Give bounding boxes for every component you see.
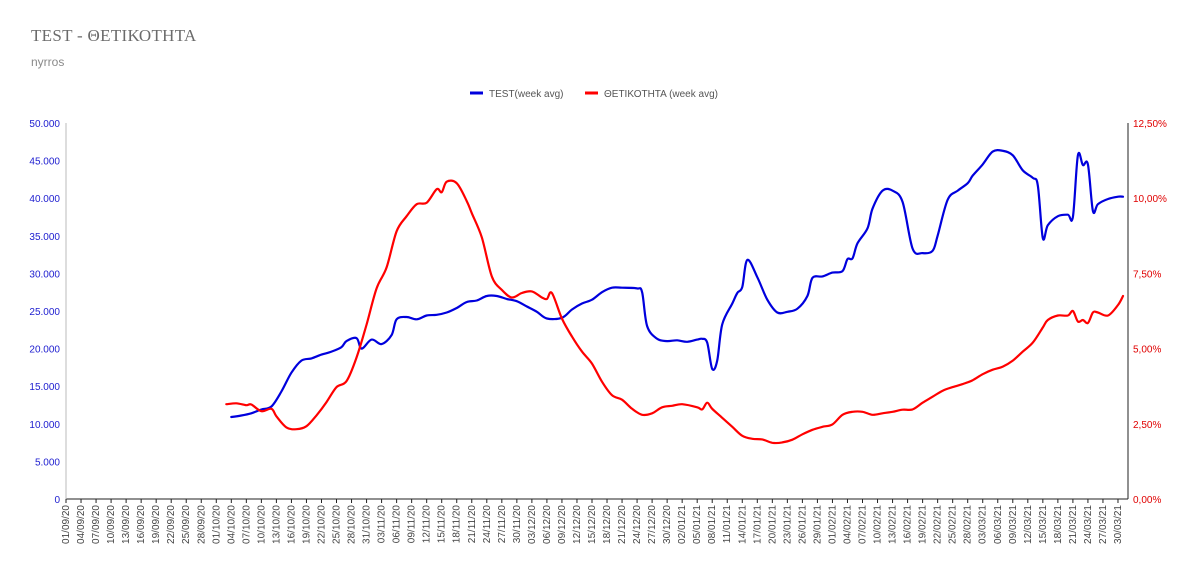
x-tick-label: 21/03/21 xyxy=(1068,505,1079,544)
x-tick-label: 24/03/21 xyxy=(1083,505,1094,544)
x-tick-label: 18/03/21 xyxy=(1053,505,1064,544)
x-tick-label: 19/10/20 xyxy=(301,505,312,544)
legend: TEST(week avg) ΘΕΤΙΚΟΤΗΤΑ (week avg) xyxy=(470,89,718,100)
x-tick-label: 06/11/20 xyxy=(392,505,403,544)
chart-title: TEST - ΘΕΤΙΚΟΤΗΤΑ xyxy=(31,26,197,45)
x-tick-label: 24/11/20 xyxy=(482,505,493,544)
positivity-series-line xyxy=(225,179,1125,445)
x-tick-label: 07/09/20 xyxy=(91,505,102,544)
x-tick-label: 18/12/20 xyxy=(602,505,613,544)
x-tick-label: 03/03/21 xyxy=(978,505,989,544)
y-left-tick-label: 30.000 xyxy=(29,269,60,280)
x-tick-label: 30/03/21 xyxy=(1113,505,1124,544)
y-right-tick-label: 0,00% xyxy=(1133,495,1161,506)
x-tick-label: 01/10/20 xyxy=(211,505,222,544)
x-tick-label: 12/03/21 xyxy=(1023,505,1034,544)
x-tick-label: 04/02/21 xyxy=(842,505,853,544)
x-tick-label: 15/11/20 xyxy=(437,505,448,544)
x-tick-label: 18/11/20 xyxy=(452,505,463,544)
x-tick-label: 28/09/20 xyxy=(196,505,207,544)
x-tick-label: 01/02/21 xyxy=(827,505,838,544)
x-tick-label: 10/09/20 xyxy=(106,505,117,544)
x-tick-label: 28/10/20 xyxy=(347,505,358,544)
x-tick-label: 06/12/20 xyxy=(542,505,553,544)
x-tick-label: 26/01/21 xyxy=(797,505,808,544)
y-left-tick-label: 20.000 xyxy=(29,345,60,356)
x-tick-label: 03/12/20 xyxy=(527,505,538,544)
y-right-tick-label: 7,50% xyxy=(1133,269,1161,280)
x-tick-label: 28/02/21 xyxy=(963,505,974,544)
x-tick-label: 30/11/20 xyxy=(512,505,523,544)
x-tick-label: 13/10/20 xyxy=(271,505,282,544)
y-left-tick-label: 5.000 xyxy=(35,457,60,468)
x-tick-label: 22/10/20 xyxy=(316,505,327,544)
x-tick-label: 16/09/20 xyxy=(136,505,147,544)
x-tick-label: 13/09/20 xyxy=(121,505,132,544)
y-left-tick-label: 40.000 xyxy=(29,194,60,205)
x-tick-label: 07/02/21 xyxy=(858,505,869,544)
x-tick-label: 08/01/21 xyxy=(707,505,718,544)
y-right-tick-label: 5,00% xyxy=(1133,345,1161,356)
y-left-tick-label: 0 xyxy=(54,495,60,506)
x-tick-label: 30/12/20 xyxy=(662,505,673,544)
y-left-tick-label: 45.000 xyxy=(29,157,60,168)
x-tick-label: 20/01/21 xyxy=(767,505,778,544)
x-tick-label: 12/12/20 xyxy=(572,505,583,544)
x-tick-label: 10/10/20 xyxy=(256,505,267,544)
x-tick-label: 23/01/21 xyxy=(782,505,793,544)
x-tick-label: 16/02/21 xyxy=(903,505,914,544)
chart-subtitle: nyrros xyxy=(31,55,65,69)
x-tick-label: 21/12/20 xyxy=(617,505,628,544)
x-tick-label: 02/01/21 xyxy=(677,505,688,544)
x-tick-label: 06/03/21 xyxy=(993,505,1004,544)
x-tick-label: 04/09/20 xyxy=(76,505,87,544)
legend-test-label: TEST(week avg) xyxy=(489,89,563,100)
x-tick-label: 21/11/20 xyxy=(467,505,478,544)
x-tick-label: 27/11/20 xyxy=(497,505,508,544)
x-tick-label: 31/10/20 xyxy=(362,505,373,544)
x-tick-label: 22/02/21 xyxy=(933,505,944,544)
x-tick-label: 16/10/20 xyxy=(286,505,297,544)
y-left-tick-label: 25.000 xyxy=(29,307,60,318)
x-tick-label: 11/01/21 xyxy=(722,505,733,544)
x-tick-label: 27/03/21 xyxy=(1098,505,1109,544)
y-right-tick-label: 10,00% xyxy=(1133,194,1167,205)
x-tick-label: 09/11/20 xyxy=(407,505,418,544)
x-tick-label: 09/03/21 xyxy=(1008,505,1019,544)
x-tick-label: 27/12/20 xyxy=(647,505,658,544)
x-tick-label: 07/10/20 xyxy=(241,505,252,544)
x-tick-label: 19/02/21 xyxy=(918,505,929,544)
y-right-tick-label: 2,50% xyxy=(1133,420,1161,431)
x-tick-label: 19/09/20 xyxy=(151,505,162,544)
x-tick-label: 01/09/20 xyxy=(61,505,72,544)
y-left-tick-label: 15.000 xyxy=(29,382,60,393)
x-tick-label: 25/10/20 xyxy=(332,505,343,544)
x-tick-label: 14/01/21 xyxy=(737,505,748,544)
y-left-tick-label: 50.000 xyxy=(29,119,60,130)
x-tick-label: 25/02/21 xyxy=(948,505,959,544)
x-tick-label: 15/03/21 xyxy=(1038,505,1049,544)
y-left-tick-label: 35.000 xyxy=(29,232,60,243)
series-lines xyxy=(225,149,1125,445)
x-tick-label: 10/02/21 xyxy=(873,505,884,544)
x-tick-label: 09/12/20 xyxy=(557,505,568,544)
x-tick-label: 17/01/21 xyxy=(752,505,763,544)
x-tick-label: 12/11/20 xyxy=(422,505,433,544)
x-tick-label: 05/01/21 xyxy=(692,505,703,544)
y-left-tick-label: 10.000 xyxy=(29,420,60,431)
x-tick-label: 25/09/20 xyxy=(181,505,192,544)
test-series-line xyxy=(230,149,1125,419)
x-tick-label: 24/12/20 xyxy=(632,505,643,544)
x-tick-label: 04/10/20 xyxy=(226,505,237,544)
legend-positivity-label: ΘΕΤΙΚΟΤΗΤΑ (week avg) xyxy=(604,89,718,100)
x-tick-label: 13/02/21 xyxy=(888,505,899,544)
x-tick-label: 22/09/20 xyxy=(166,505,177,544)
y-right-tick-label: 12,50% xyxy=(1133,119,1167,130)
x-tick-label: 29/01/21 xyxy=(812,505,823,544)
x-tick-label: 15/12/20 xyxy=(587,505,598,544)
axes: 0 5.000 10.000 15.000 20.000 25.000 30.000 35.0… xyxy=(29,119,1167,544)
x-tick-label: 03/11/20 xyxy=(377,505,388,544)
